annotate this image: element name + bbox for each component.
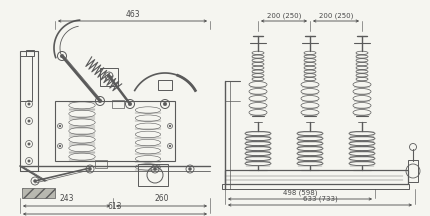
Circle shape <box>28 143 30 145</box>
Circle shape <box>59 145 61 147</box>
Text: 633 (733): 633 (733) <box>302 196 337 202</box>
Text: 243: 243 <box>59 194 74 203</box>
Bar <box>407 160 417 182</box>
Text: 200 (250): 200 (250) <box>318 12 352 19</box>
Bar <box>158 80 172 90</box>
Bar <box>95 160 107 168</box>
Circle shape <box>28 160 30 162</box>
Circle shape <box>98 99 101 103</box>
Circle shape <box>60 54 64 58</box>
Circle shape <box>59 125 61 127</box>
Circle shape <box>169 125 171 127</box>
Circle shape <box>188 167 191 170</box>
Bar <box>20 51 38 171</box>
Circle shape <box>28 120 30 122</box>
Circle shape <box>28 103 30 105</box>
Bar <box>26 50 34 56</box>
Circle shape <box>169 145 171 147</box>
Bar <box>112 100 124 108</box>
Bar <box>20 56 32 101</box>
Circle shape <box>128 102 132 106</box>
Circle shape <box>163 102 166 106</box>
Text: 260: 260 <box>154 194 169 203</box>
Circle shape <box>153 167 156 170</box>
Text: 463: 463 <box>125 10 139 19</box>
Text: 200 (250): 200 (250) <box>266 12 301 19</box>
Bar <box>100 68 118 86</box>
Bar <box>138 164 168 186</box>
Polygon shape <box>22 188 55 198</box>
Bar <box>55 101 175 161</box>
Text: 498 (598): 498 (598) <box>282 190 316 197</box>
Circle shape <box>107 75 110 78</box>
Circle shape <box>88 167 91 170</box>
Bar <box>224 170 407 184</box>
Bar <box>221 184 408 189</box>
Circle shape <box>34 179 37 183</box>
Text: 613: 613 <box>108 202 122 211</box>
